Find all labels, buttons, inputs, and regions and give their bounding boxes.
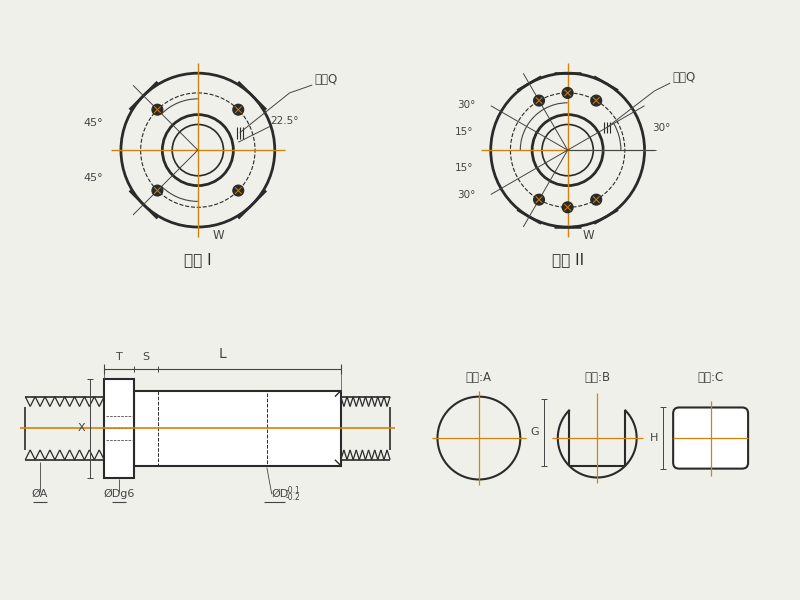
Text: 30°: 30°	[653, 124, 671, 133]
Text: -0.1: -0.1	[286, 486, 300, 495]
Circle shape	[591, 95, 602, 106]
Text: W: W	[582, 229, 594, 242]
Circle shape	[152, 104, 163, 115]
Bar	[104, 379, 134, 478]
Circle shape	[562, 88, 573, 98]
Circle shape	[233, 104, 244, 115]
Circle shape	[152, 185, 163, 196]
Text: 法兰:C: 法兰:C	[698, 371, 724, 384]
Text: L: L	[218, 347, 226, 361]
Text: 22.5°: 22.5°	[270, 116, 298, 125]
FancyBboxPatch shape	[673, 407, 748, 469]
Text: H: H	[650, 433, 658, 443]
Text: 30°: 30°	[458, 190, 476, 200]
Text: 型式 II: 型式 II	[551, 253, 584, 268]
Text: ØD: ØD	[272, 489, 289, 499]
Circle shape	[534, 95, 545, 106]
Text: -0.2: -0.2	[286, 493, 300, 502]
Text: 法兰:A: 法兰:A	[466, 371, 492, 384]
Text: ØDg6: ØDg6	[103, 489, 134, 499]
Text: 45°: 45°	[83, 173, 103, 183]
Text: 30°: 30°	[458, 100, 476, 110]
Text: G: G	[530, 427, 539, 437]
Bar	[134, 391, 341, 466]
Text: 油孔Q: 油孔Q	[672, 71, 695, 84]
Text: T: T	[115, 352, 122, 362]
Circle shape	[534, 194, 545, 205]
Circle shape	[562, 202, 573, 213]
Text: 45°: 45°	[83, 118, 103, 127]
Circle shape	[591, 194, 602, 205]
Text: 法兰:B: 法兰:B	[584, 371, 610, 384]
Text: 15°: 15°	[454, 127, 473, 137]
Circle shape	[233, 185, 244, 196]
Text: X: X	[78, 423, 86, 433]
Text: 15°: 15°	[454, 163, 473, 173]
Text: S: S	[142, 352, 150, 362]
Text: 型式 I: 型式 I	[184, 253, 212, 268]
Text: W: W	[213, 229, 224, 242]
Text: 油孔Q: 油孔Q	[314, 73, 338, 86]
Text: ØA: ØA	[32, 489, 48, 499]
